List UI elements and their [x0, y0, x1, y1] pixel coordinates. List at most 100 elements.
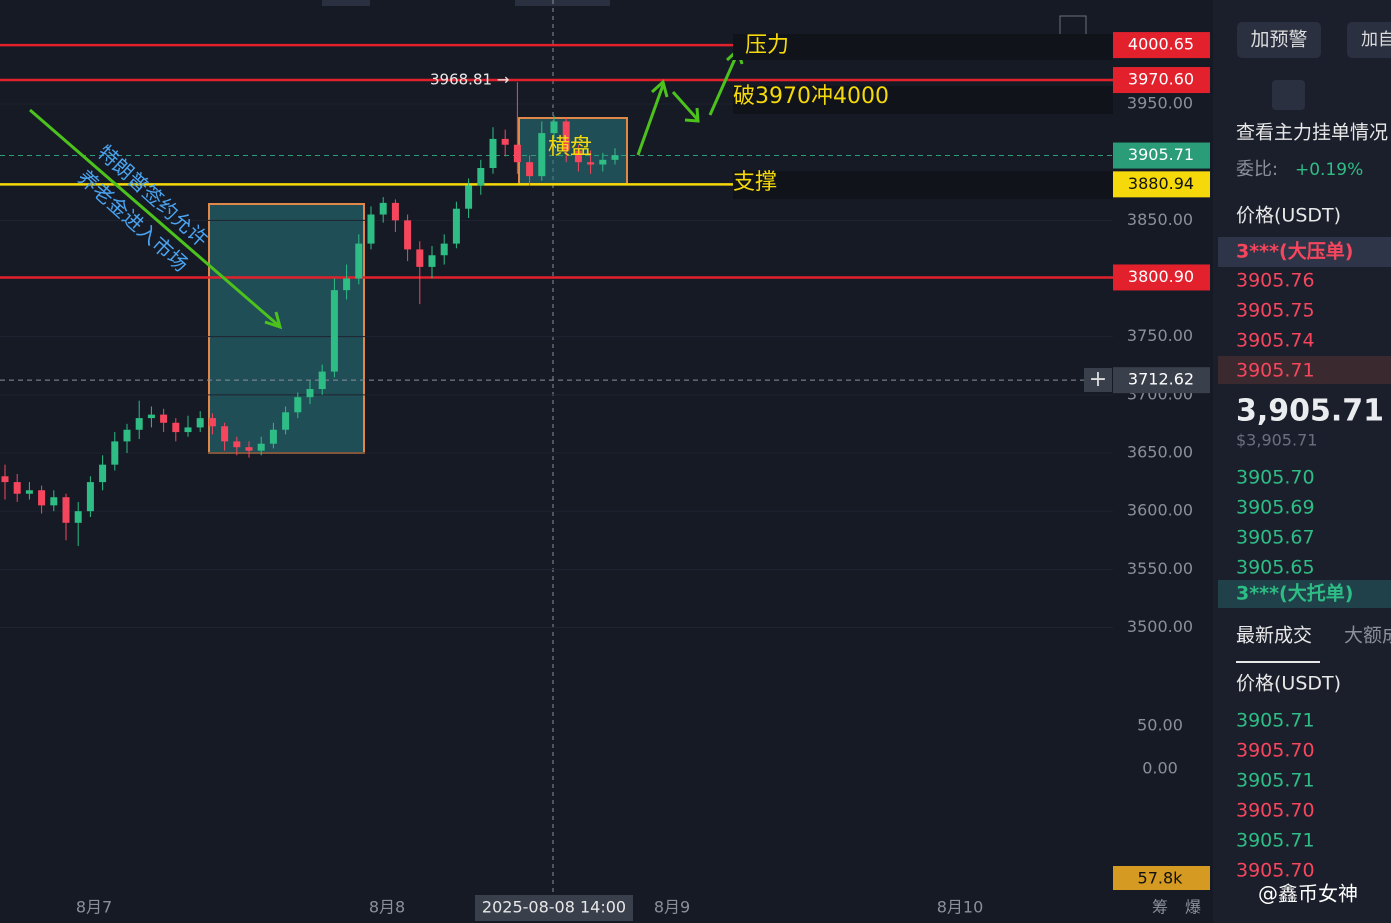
candle-body: [611, 155, 619, 160]
candle-body: [269, 429, 277, 444]
side-panel: [1213, 0, 1391, 923]
candle-body: [550, 121, 558, 134]
y-tick-label: 3550.00: [1127, 559, 1193, 578]
row-bg: [1218, 237, 1391, 267]
candle-body: [318, 371, 326, 390]
annotation: 压力: [745, 33, 789, 58]
candle-body: [367, 214, 375, 244]
y-tick-label: 3850.00: [1127, 210, 1193, 229]
candle-body: [489, 138, 497, 168]
arrow: [29, 108, 279, 327]
candle-body: [501, 138, 509, 145]
candle-body: [477, 167, 485, 186]
candle-body: [13, 482, 21, 494]
trade-price: 3905.71: [1236, 710, 1315, 732]
ratio-value: +0.19%: [1295, 160, 1363, 180]
candle-body: [282, 412, 290, 430]
candle-body: [221, 426, 229, 442]
bids: 3905.70 3905.69 3905.67 3905.65: [1236, 467, 1315, 579]
arrow: [636, 84, 665, 156]
button[interactable]: [1347, 22, 1391, 58]
candle-body: [452, 208, 460, 244]
candle-body: [513, 144, 521, 163]
crosshair-time: 2025-08-08 14:00: [482, 898, 626, 917]
row-bg: [1218, 356, 1391, 384]
y-tick-label: 3750.00: [1127, 326, 1193, 345]
range-box: [518, 117, 628, 185]
annotation: 横盘: [548, 135, 592, 160]
price-badge-label: 3712.62: [1128, 370, 1194, 389]
x-tick-label: 8月9: [654, 898, 690, 917]
ask-price: 3905.75: [1236, 300, 1315, 322]
candle-body: [526, 162, 534, 177]
candle-body: [391, 202, 399, 221]
tab[interactable]: 大额成: [1344, 625, 1391, 647]
y-tick-label: 3600.00: [1127, 501, 1193, 520]
button[interactable]: [1237, 22, 1321, 58]
trade-price: 3905.70: [1236, 740, 1315, 762]
candle-body: [428, 255, 436, 267]
bid-price: 3905.70: [1236, 467, 1315, 489]
candle-body: [147, 414, 155, 419]
big-ask: 3***(大压单): [1236, 240, 1353, 263]
ratio-label: 委比:: [1236, 159, 1278, 180]
asks: 3905.76 3905.75 3905.74 3905.71: [1236, 270, 1315, 382]
trade-price: 3905.70: [1236, 860, 1315, 882]
tab[interactable]: 最新成交: [1236, 625, 1312, 647]
candle-body: [379, 202, 387, 215]
candle-body: [538, 133, 546, 177]
volume-badge: [1113, 866, 1210, 890]
price-badge: [1113, 67, 1210, 94]
candle-body: [38, 490, 46, 506]
candle-body: [62, 497, 70, 523]
crosshair-plus-icon: +: [1089, 367, 1107, 392]
candle-body: [25, 490, 33, 494]
high-label: 3968.81 →: [430, 71, 509, 89]
candle-body: [404, 220, 412, 250]
candle-body: [208, 418, 216, 427]
ask-price: 3905.76: [1236, 270, 1315, 292]
price-badge-label: 3800.90: [1128, 267, 1194, 286]
arrow-head: [684, 107, 700, 123]
price-badge-label: 3880.94: [1128, 174, 1194, 193]
candle-body: [440, 243, 448, 256]
price-badge-label: 4000.65: [1128, 35, 1194, 54]
candle-body: [99, 464, 107, 483]
candle-body: [330, 290, 338, 372]
icon[interactable]: 筹: [1152, 898, 1168, 917]
main-orders[interactable]: 查看主力挂单情况: [1236, 122, 1388, 144]
candle-body: [184, 427, 192, 433]
price-badge-label: 3970.60: [1128, 70, 1194, 89]
candle-body: [160, 414, 168, 423]
y-tick-label: 3650.00: [1127, 443, 1193, 462]
price-badge: [1113, 171, 1210, 198]
big-bid: 3***(大托单): [1236, 582, 1353, 605]
view-toggle[interactable]: [1272, 80, 1305, 110]
price-badge: [1113, 367, 1210, 394]
crosshair-plus: [1084, 368, 1112, 392]
label-bg: [733, 171, 1113, 199]
time-badge: [475, 895, 633, 921]
icon[interactable]: 爆: [1185, 898, 1201, 917]
x-tick-label: 8月7: [76, 898, 112, 917]
tab: [515, 0, 610, 6]
arrow: [671, 91, 700, 121]
volume-label: 57.8k: [1138, 869, 1184, 888]
candle-body: [233, 441, 241, 448]
candle-body: [574, 150, 582, 163]
candle-body: [111, 441, 119, 465]
arrow-head: [650, 79, 669, 98]
arrow-head: [264, 311, 283, 330]
last-price: 3,905.71: [1236, 394, 1384, 429]
trades-header: 价格(USDT): [1236, 673, 1341, 695]
button-label[interactable]: 加预警: [1250, 29, 1307, 51]
candle-body: [245, 447, 253, 451]
row-bg: [1218, 580, 1391, 608]
button-label[interactable]: 加自: [1361, 30, 1391, 50]
label-bg: [733, 86, 1113, 114]
bid-price: 3905.65: [1236, 557, 1315, 579]
bid-price: 3905.67: [1236, 527, 1315, 549]
candle-body: [123, 429, 131, 442]
